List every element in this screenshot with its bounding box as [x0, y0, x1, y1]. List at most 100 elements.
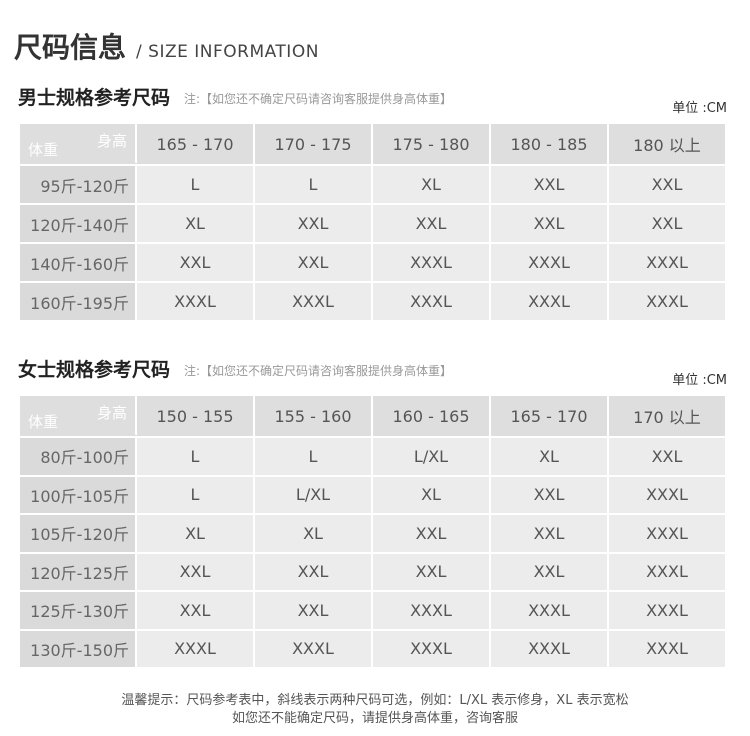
size-cell: XXXL	[253, 628, 373, 669]
size-cell: XXXL	[607, 281, 727, 322]
size-cell: XXXL	[371, 242, 491, 283]
size-cell: L	[253, 164, 373, 205]
section-heading: 男士规格参考尺码	[18, 87, 171, 109]
size-cell: L	[135, 436, 255, 477]
size-cell: XL	[489, 436, 609, 477]
title-en: / SIZE INFORMATION	[136, 42, 319, 62]
size-cell: XL	[135, 203, 255, 244]
corner-height-label: 身高	[96, 132, 127, 150]
footer-line-1: 温馨提示：尺码参考表中，斜线表示两种尺码可选，例如：L/XL 表示修身，XL 表…	[121, 693, 629, 708]
diagonal-line	[20, 124, 137, 164]
size-cell: XXL	[253, 203, 373, 244]
size-cell: L	[135, 164, 255, 205]
size-cell: XXL	[253, 590, 373, 631]
column-header: 170 以上	[607, 394, 727, 438]
table-row: 105斤-120斤 XL XL XXL XXL XXXL	[18, 513, 727, 554]
corner-cell: 身高 体重	[18, 122, 137, 166]
size-cell: XXL	[371, 513, 491, 554]
weight-cell: 140斤-160斤	[18, 242, 137, 283]
weight-cell: 120斤-125斤	[18, 551, 137, 592]
size-cell: XXXL	[371, 590, 491, 631]
column-header: 155 - 160	[253, 394, 373, 438]
women-size-section: 女士规格参考尺码 注:【如您还不确定尺码请咨询客服提供身高体重】 单位 :CM …	[18, 352, 727, 669]
header-row: 身高 体重 150 - 155 155 - 160 160 - 165 165 - 17…	[18, 394, 727, 438]
column-header: 180 以上	[607, 122, 727, 166]
size-cell: XXL	[135, 551, 255, 592]
size-cell: XXL	[489, 203, 609, 244]
size-cell: XXXL	[489, 281, 609, 322]
table-row: 120斤-125斤 XXL XXL XXL XXL XXXL	[18, 551, 727, 592]
header-row: 身高 体重 165 - 170 170 - 175 175 - 180 180 - 18…	[18, 122, 727, 166]
size-cell: XXXL	[371, 628, 491, 669]
size-cell: XXXL	[607, 242, 727, 283]
unit-label: 单位 :CM	[672, 373, 727, 388]
size-table: 身高 体重 165 - 170 170 - 175 175 - 180 180 - 18…	[18, 122, 727, 322]
table-row: 80斤-100斤 L L L/XL XL XXL	[18, 436, 727, 477]
size-cell: XXL	[489, 474, 609, 515]
section-note: 注:【如您还不确定尺码请咨询客服提供身高体重】	[184, 364, 453, 378]
table-row: 100斤-105斤 L L/XL XL XXL XXXL	[18, 474, 727, 515]
size-cell: L/XL	[253, 474, 373, 515]
table-row: 125斤-130斤 XXL XXL XXXL XXXL XXXL	[18, 590, 727, 631]
column-header: 160 - 165	[371, 394, 491, 438]
size-cell: XXL	[489, 551, 609, 592]
size-cell: L	[253, 436, 373, 477]
column-header: 175 - 180	[371, 122, 491, 166]
size-cell: XL	[253, 513, 373, 554]
column-header: 165 - 170	[489, 394, 609, 438]
size-cell: XXL	[371, 551, 491, 592]
footer-line-2: 如您还不能确定尺码，请提供身高体重，咨询客服	[231, 711, 518, 726]
section-heading: 女士规格参考尺码	[18, 359, 171, 381]
size-cell: XXL	[489, 164, 609, 205]
size-cell: XXXL	[607, 551, 727, 592]
men-size-section: 男士规格参考尺码 注:【如您还不确定尺码请咨询客服提供身高体重】 单位 :CM …	[18, 80, 727, 322]
weight-cell: 95斤-120斤	[18, 164, 137, 205]
section-header: 男士规格参考尺码 注:【如您还不确定尺码请咨询客服提供身高体重】 单位 :CM	[18, 80, 727, 116]
column-header: 165 - 170	[135, 122, 255, 166]
corner-weight-label: 体重	[28, 141, 59, 159]
size-cell: XL	[371, 474, 491, 515]
title-zh: 尺码信息	[14, 31, 127, 64]
weight-cell: 105斤-120斤	[18, 513, 137, 554]
size-cell: L	[135, 474, 255, 515]
size-cell: XXXL	[489, 628, 609, 669]
column-header: 170 - 175	[253, 122, 373, 166]
size-cell: XXXL	[489, 590, 609, 631]
size-cell: XL	[371, 164, 491, 205]
size-cell: XXXL	[607, 628, 727, 669]
size-cell: L/XL	[371, 436, 491, 477]
size-cell: XXL	[253, 242, 373, 283]
corner-weight-label: 体重	[28, 413, 59, 431]
size-cell: XXL	[489, 513, 609, 554]
corner-height-label: 身高	[96, 404, 127, 422]
size-cell: XXXL	[253, 281, 373, 322]
weight-cell: 100斤-105斤	[18, 474, 137, 515]
size-cell: XXXL	[135, 281, 255, 322]
table-row: 95斤-120斤 L L XL XXL XXL	[18, 164, 727, 205]
size-cell: XXXL	[607, 590, 727, 631]
size-cell: XXXL	[135, 628, 255, 669]
size-table: 身高 体重 150 - 155 155 - 160 160 - 165 165 - 17…	[18, 394, 727, 669]
table-row: 120斤-140斤 XL XXL XXL XXL XXL	[18, 203, 727, 244]
weight-cell: 130斤-150斤	[18, 628, 137, 669]
corner-cell: 身高 体重	[18, 394, 137, 438]
footer-tip: 温馨提示：尺码参考表中，斜线表示两种尺码可选，例如：L/XL 表示修身，XL 表…	[0, 692, 750, 728]
size-cell: XL	[135, 513, 255, 554]
unit-label: 单位 :CM	[672, 101, 727, 116]
size-cell: XXL	[607, 164, 727, 205]
size-cell: XXXL	[607, 474, 727, 515]
size-cell: XXXL	[489, 242, 609, 283]
size-cell: XXL	[607, 436, 727, 477]
section-note: 注:【如您还不确定尺码请咨询客服提供身高体重】	[184, 92, 453, 106]
table-row: 160斤-195斤 XXXL XXXL XXXL XXXL XXXL	[18, 281, 727, 322]
weight-cell: 125斤-130斤	[18, 590, 137, 631]
size-cell: XXL	[135, 590, 255, 631]
table-row: 140斤-160斤 XXL XXL XXXL XXXL XXXL	[18, 242, 727, 283]
column-header: 180 - 185	[489, 122, 609, 166]
weight-cell: 160斤-195斤	[18, 281, 137, 322]
section-header: 女士规格参考尺码 注:【如您还不确定尺码请咨询客服提供身高体重】 单位 :CM	[18, 352, 727, 388]
size-cell: XXL	[607, 203, 727, 244]
size-cell: XXXL	[371, 281, 491, 322]
page-title: 尺码信息 / SIZE INFORMATION	[14, 26, 319, 66]
column-header: 150 - 155	[135, 394, 255, 438]
